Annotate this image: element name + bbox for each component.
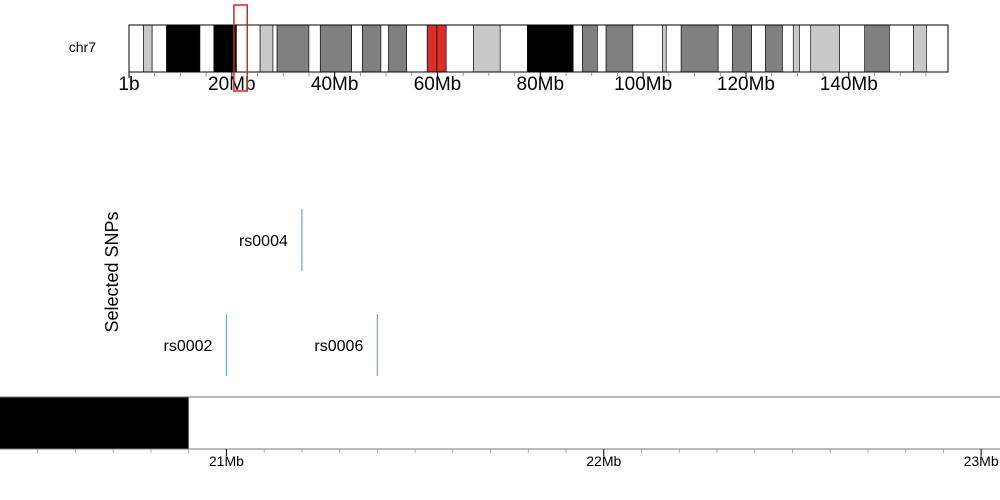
region-band: [188, 397, 1000, 449]
ideogram-band[interactable]: [665, 24, 682, 73]
ideogram-band[interactable]: [799, 24, 812, 73]
ideogram-band[interactable]: [199, 24, 215, 73]
ideogram-band[interactable]: [213, 24, 237, 73]
ideogram-band[interactable]: [406, 24, 428, 73]
ideogram-band[interactable]: [473, 24, 501, 73]
ideogram-band[interactable]: [810, 24, 840, 73]
ideogram-band[interactable]: [236, 24, 261, 73]
ideogram-band[interactable]: [913, 24, 927, 73]
ideogram-band[interactable]: [499, 24, 528, 73]
region-tick-label: 23Mb: [964, 453, 999, 469]
ideogram-band[interactable]: [864, 24, 890, 73]
ideogram-band[interactable]: [680, 24, 719, 73]
ideogram-tick-label: 1b: [118, 74, 139, 95]
ideogram-band[interactable]: [151, 24, 167, 73]
snp-label[interactable]: rs0006: [314, 338, 363, 355]
region-band-track: [0, 396, 1000, 450]
snp-label[interactable]: rs0004: [239, 233, 288, 250]
ideogram-tick-label: 100Mb: [614, 74, 672, 95]
ideogram-band[interactable]: [792, 24, 800, 73]
ideogram-band[interactable]: [128, 24, 144, 73]
ideogram-band[interactable]: [259, 24, 274, 73]
ideogram-band[interactable]: [839, 24, 866, 73]
chromosome-name-label: chr7: [69, 39, 96, 55]
ideogram-band[interactable]: [362, 24, 382, 73]
ideogram-band[interactable]: [445, 24, 474, 73]
ideogram-band[interactable]: [765, 24, 783, 73]
ideogram-axis: 1b 20Mb 40Mb 60Mb 80Mb 100Mb 120Mb 140Mb: [118, 72, 927, 95]
ideogram-band[interactable]: [732, 24, 752, 73]
snp-track: rs0004 rs0002 rs0006: [163, 209, 378, 376]
ideogram-band[interactable]: [276, 24, 310, 73]
ideogram-tick-label: 120Mb: [717, 74, 775, 95]
ideogram-band[interactable]: [597, 24, 607, 73]
snp-label[interactable]: rs0002: [163, 338, 212, 355]
ideogram-band[interactable]: [782, 24, 794, 73]
ideogram-band[interactable]: [751, 24, 766, 73]
region-tick-label: 21Mb: [209, 453, 244, 469]
ideogram-band[interactable]: [380, 24, 389, 73]
snp-track-title: Selected SNPs: [102, 211, 122, 332]
ideogram-band[interactable]: [632, 24, 663, 73]
ideogram-band[interactable]: [582, 24, 598, 73]
ideogram-tick-label: 20Mb: [208, 74, 256, 95]
ideogram-band[interactable]: [272, 24, 278, 73]
ideogram-outline: [128, 24, 949, 73]
ideogram-band[interactable]: [319, 24, 352, 73]
ideogram-band[interactable]: [351, 24, 363, 73]
ideogram-band[interactable]: [572, 24, 583, 73]
region-tick-label: 22Mb: [586, 453, 621, 469]
ideogram-band[interactable]: [889, 24, 914, 73]
chromosome-ideogram[interactable]: [128, 24, 949, 73]
ideogram-band[interactable]: [436, 24, 447, 73]
ideogram-band[interactable]: [662, 24, 667, 73]
ideogram-band[interactable]: [717, 24, 733, 73]
ideogram-tick-label: 140Mb: [820, 74, 878, 95]
ideogram-tick-label: 60Mb: [414, 74, 462, 95]
region-axis: 21Mb 22Mb 23Mb: [37, 449, 999, 469]
region-band: [0, 397, 189, 449]
ideogram-tick-label: 80Mb: [517, 74, 565, 95]
ideogram-band[interactable]: [426, 24, 438, 73]
ideogram-band[interactable]: [605, 24, 634, 73]
ideogram-region-highlight[interactable]: [233, 4, 248, 92]
ideogram-band[interactable]: [388, 24, 407, 73]
ideogram-tick-label: 40Mb: [311, 74, 359, 95]
ideogram-band[interactable]: [308, 24, 321, 73]
ideogram-band[interactable]: [527, 24, 574, 73]
ideogram-band[interactable]: [166, 24, 201, 73]
ideogram-band[interactable]: [926, 24, 949, 73]
ideogram-band[interactable]: [143, 24, 153, 73]
